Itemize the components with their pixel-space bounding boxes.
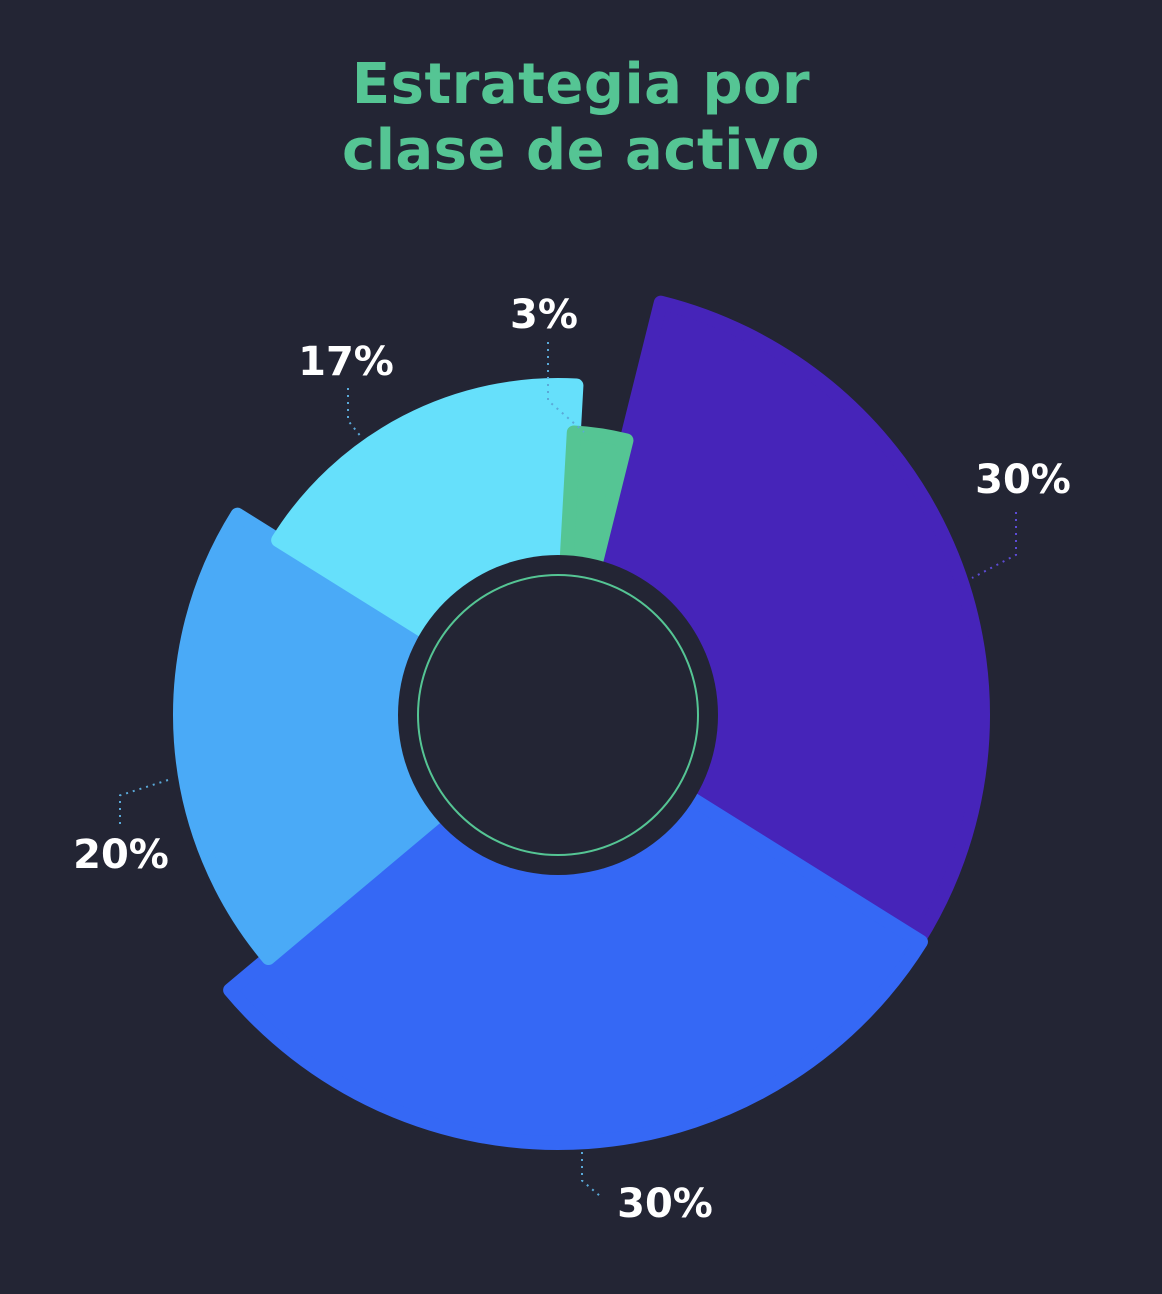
- slice-label-3: 20%: [73, 832, 169, 878]
- chart-center: [398, 555, 718, 875]
- leader-line-2: [581, 1152, 601, 1197]
- chart-title-line-1: Estrategia por: [351, 52, 811, 117]
- chart-title: Estrategia por clase de activo: [0, 52, 1162, 184]
- leader-line-1: [971, 512, 1017, 579]
- chart-title-line-2: clase de activo: [342, 118, 820, 183]
- slice-label-5: 3%: [510, 292, 578, 338]
- leader-line-4: [347, 388, 363, 439]
- slice-label-1: 30%: [975, 457, 1071, 503]
- leader-line-3: [119, 779, 169, 824]
- chart-labels: 30% 30% 20% 17% 3%: [73, 292, 1071, 1227]
- donut-hole: [398, 555, 718, 875]
- slice-label-2: 30%: [617, 1181, 713, 1227]
- slice-label-4: 17%: [298, 339, 394, 385]
- chart-leader-lines: [119, 342, 1017, 1197]
- center-ring: [417, 574, 699, 856]
